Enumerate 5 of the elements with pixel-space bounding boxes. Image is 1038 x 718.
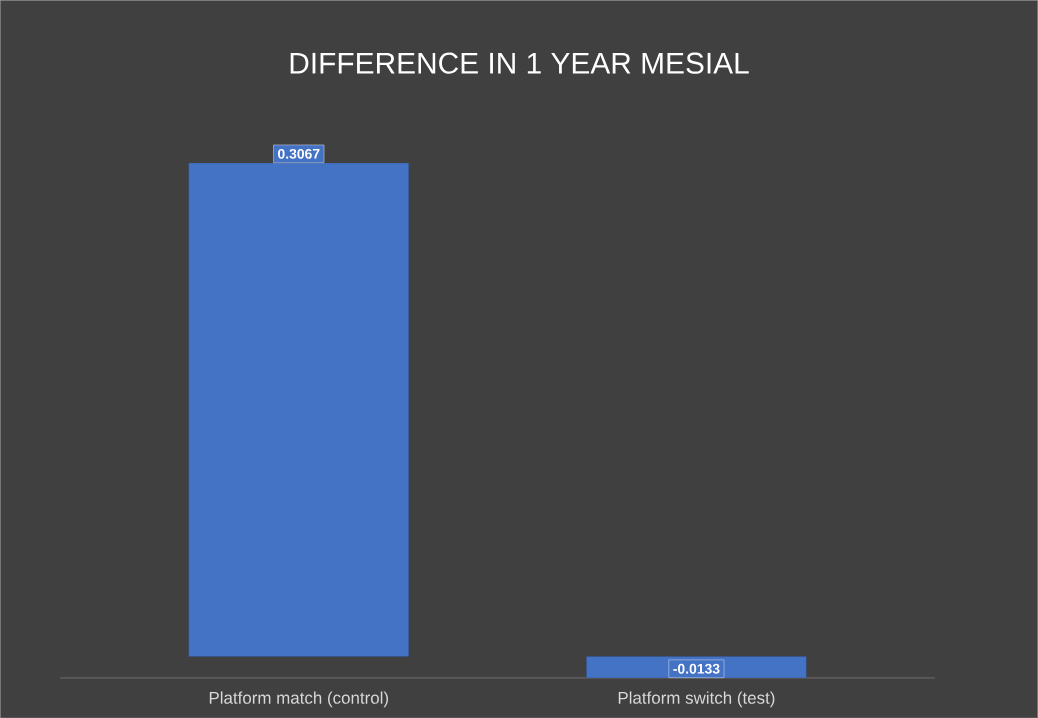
data-label: 0.3067	[278, 148, 320, 159]
data-label: -0.0133	[673, 663, 720, 674]
x-tick-label: Platform switch (test)	[618, 691, 775, 708]
x-tick-label: Platform match (control)	[209, 691, 389, 708]
chart-title: DIFFERENCE IN 1 YEAR MESIAL	[290, 52, 749, 74]
